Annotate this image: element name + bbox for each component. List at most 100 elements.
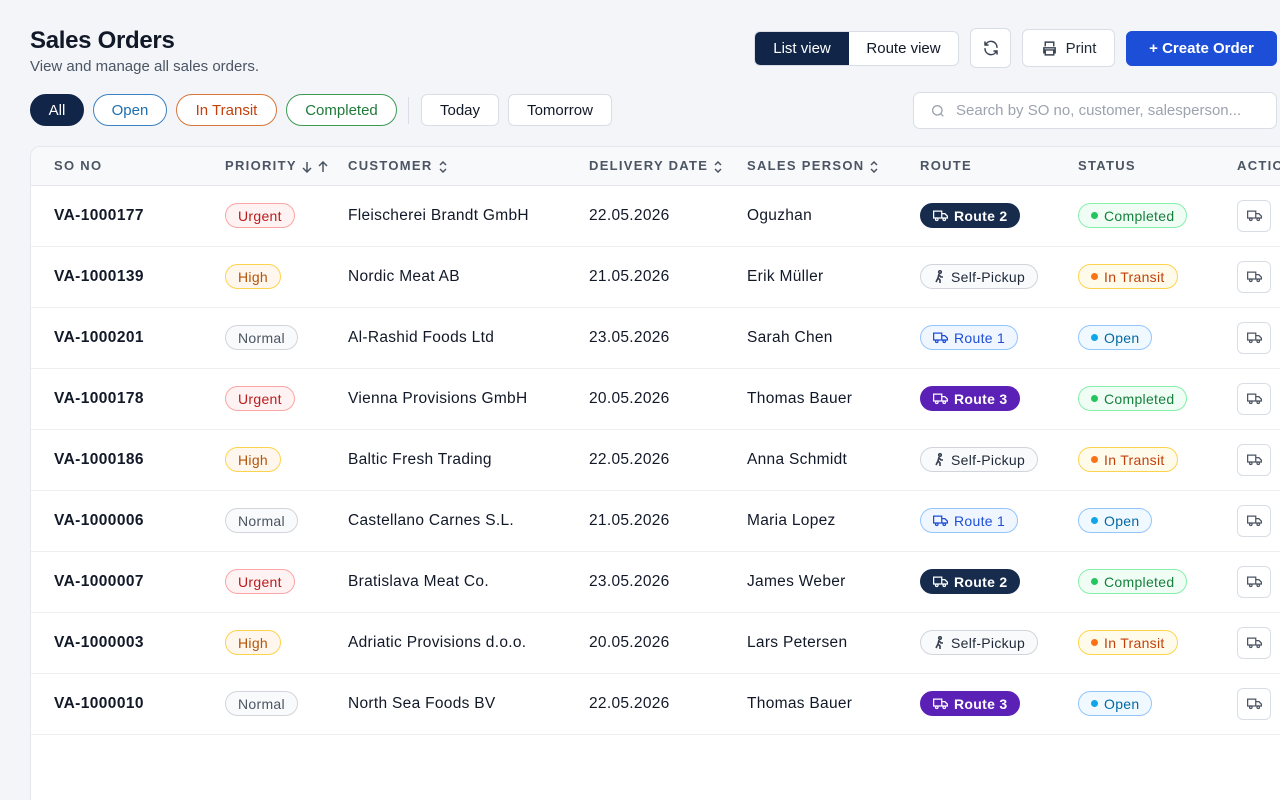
delivery-date: 22.05.2026 <box>589 206 670 224</box>
table-cell: Normal <box>225 490 348 552</box>
status-label: Completed <box>1104 207 1175 224</box>
order-row[interactable]: VA-1000139 High Nordic Meat AB 21.05.2026 Er… <box>31 246 1280 308</box>
table-cell: 21.05.2026 <box>589 246 747 308</box>
status-label: Open <box>1104 329 1140 346</box>
table-cell: High <box>225 429 348 491</box>
table-cell: 23.05.2026 <box>589 307 747 369</box>
delivery-date: 20.05.2026 <box>589 389 670 407</box>
table-cell: Castellano Carnes S.L. <box>348 490 589 552</box>
route-action-button[interactable] <box>1237 260 1271 293</box>
table-cell: James Weber <box>747 551 920 613</box>
status-badge: Open <box>1078 508 1153 533</box>
order-row[interactable]: VA-1000010 Normal North Sea Foods BV 22.05.… <box>31 673 1280 735</box>
truck-icon <box>1246 332 1262 344</box>
status-label: In Transit <box>1104 268 1165 285</box>
filter-separator <box>408 97 409 124</box>
customer-name: Nordic Meat AB <box>348 267 460 285</box>
table-cell: Open <box>1078 307 1237 369</box>
so-number: VA-1000003 <box>54 633 144 651</box>
table-cell: Self-Pickup <box>920 246 1078 308</box>
customer-name: Fleischerei Brandt GmbH <box>348 206 529 224</box>
order-row[interactable]: VA-1000003 High Adriatic Provisions d.o.o.… <box>31 612 1280 674</box>
table-cell: Thomas Bauer <box>747 368 920 430</box>
route-action-button[interactable] <box>1237 321 1271 354</box>
route-label: Route 3 <box>954 390 1008 407</box>
order-row[interactable]: VA-1000177 Urgent Fleischerei Brandt GmbH 2… <box>31 185 1280 247</box>
status-label: In Transit <box>1104 451 1165 468</box>
create-order-button[interactable]: + Create Order <box>1126 31 1277 66</box>
route-action-button[interactable] <box>1237 626 1271 659</box>
filter-tomorrow[interactable]: Tomorrow <box>508 94 612 126</box>
status-badge: Completed <box>1078 386 1188 411</box>
table-cell: VA-1000010 <box>31 673 225 735</box>
table-cell: Thomas Bauer <box>747 673 920 735</box>
status-badge: Open <box>1078 325 1153 350</box>
table-cell: Completed <box>1078 185 1237 247</box>
column-header[interactable]: DELIVERY DATE <box>589 147 747 186</box>
so-number: VA-1000178 <box>54 389 144 407</box>
table-cell: VA-1000178 <box>31 368 225 430</box>
table-cell: Al-Rashid Foods Ltd <box>348 307 589 369</box>
customer-name: Castellano Carnes S.L. <box>348 511 514 529</box>
status-dot <box>1091 273 1098 280</box>
truck-icon <box>1246 698 1262 710</box>
status-label: Open <box>1104 512 1140 529</box>
filter-today[interactable]: Today <box>421 94 499 126</box>
table-cell: VA-1000006 <box>31 490 225 552</box>
column-header[interactable]: CUSTOMER <box>348 147 589 186</box>
order-row[interactable]: VA-1000007 Urgent Bratislava Meat Co. 23.05… <box>31 551 1280 613</box>
filter-all[interactable]: All <box>30 94 84 126</box>
status-dot <box>1091 212 1098 219</box>
table-cell: Self-Pickup <box>920 612 1078 674</box>
priority-badge: Urgent <box>225 203 295 228</box>
order-row[interactable]: VA-1000006 Normal Castellano Carnes S.L. 21… <box>31 490 1280 552</box>
table-cell: Self-Pickup <box>920 429 1078 491</box>
sales-person: Maria Lopez <box>747 511 836 529</box>
customer-name: Adriatic Provisions d.o.o. <box>348 633 527 651</box>
order-row[interactable]: VA-1000201 Normal Al-Rashid Foods Ltd 23.05… <box>31 307 1280 369</box>
filter-in-transit[interactable]: In Transit <box>176 94 277 126</box>
route-action-button[interactable] <box>1237 199 1271 232</box>
table-cell: Bratislava Meat Co. <box>348 551 589 613</box>
table-cell: Route 1 <box>920 307 1078 369</box>
route-action-button[interactable] <box>1237 565 1271 598</box>
route-badge: Route 2 <box>920 569 1021 594</box>
status-dot <box>1091 334 1098 341</box>
route-action-button[interactable] <box>1237 504 1271 537</box>
table-cell: Sarah Chen <box>747 307 920 369</box>
table-cell: Nordic Meat AB <box>348 246 589 308</box>
route-view-button[interactable]: Route view <box>866 40 941 57</box>
priority-badge: High <box>225 630 281 655</box>
route-action-button[interactable] <box>1237 382 1271 415</box>
delivery-date: 21.05.2026 <box>589 267 670 285</box>
table-body: VA-1000177 Urgent Fleischerei Brandt GmbH 2… <box>31 185 1280 735</box>
search-box[interactable]: Search by SO no, customer, salesperson..… <box>913 92 1277 129</box>
route-badge: Route 1 <box>920 508 1019 533</box>
pickup-icon <box>935 269 943 283</box>
delivery-date: 23.05.2026 <box>589 572 670 590</box>
sales-person: Lars Petersen <box>747 633 848 651</box>
order-row[interactable]: VA-1000186 High Baltic Fresh Trading 22.05.… <box>31 429 1280 491</box>
column-label: DELIVERY DATE <box>589 158 709 174</box>
column-header[interactable]: PRIORITY <box>225 147 348 186</box>
route-action-button[interactable] <box>1237 443 1271 476</box>
column-label: ACTIONS <box>1237 158 1280 174</box>
page-subtitle: View and manage all sales orders. <box>30 58 260 75</box>
route-badge: Route 3 <box>920 386 1021 411</box>
refresh-button[interactable] <box>970 28 1011 68</box>
print-button[interactable]: Print <box>1022 29 1115 67</box>
route-action-button[interactable] <box>1237 687 1271 720</box>
list-view-button[interactable]: List view <box>755 32 849 65</box>
truck-icon <box>1246 637 1262 649</box>
table-cell: Vienna Provisions GmbH <box>348 368 589 430</box>
order-row[interactable]: VA-1000178 Urgent Vienna Provisions GmbH 20… <box>31 368 1280 430</box>
filter-completed[interactable]: Completed <box>286 94 397 126</box>
so-number: VA-1000007 <box>54 572 144 590</box>
filter-open[interactable]: Open <box>93 94 167 126</box>
column-header[interactable]: SALES PERSON <box>747 147 920 186</box>
column-label: PRIORITY <box>225 158 297 174</box>
status-badge: In Transit <box>1078 447 1178 472</box>
customer-name: North Sea Foods BV <box>348 694 496 712</box>
table-cell: 22.05.2026 <box>589 673 747 735</box>
